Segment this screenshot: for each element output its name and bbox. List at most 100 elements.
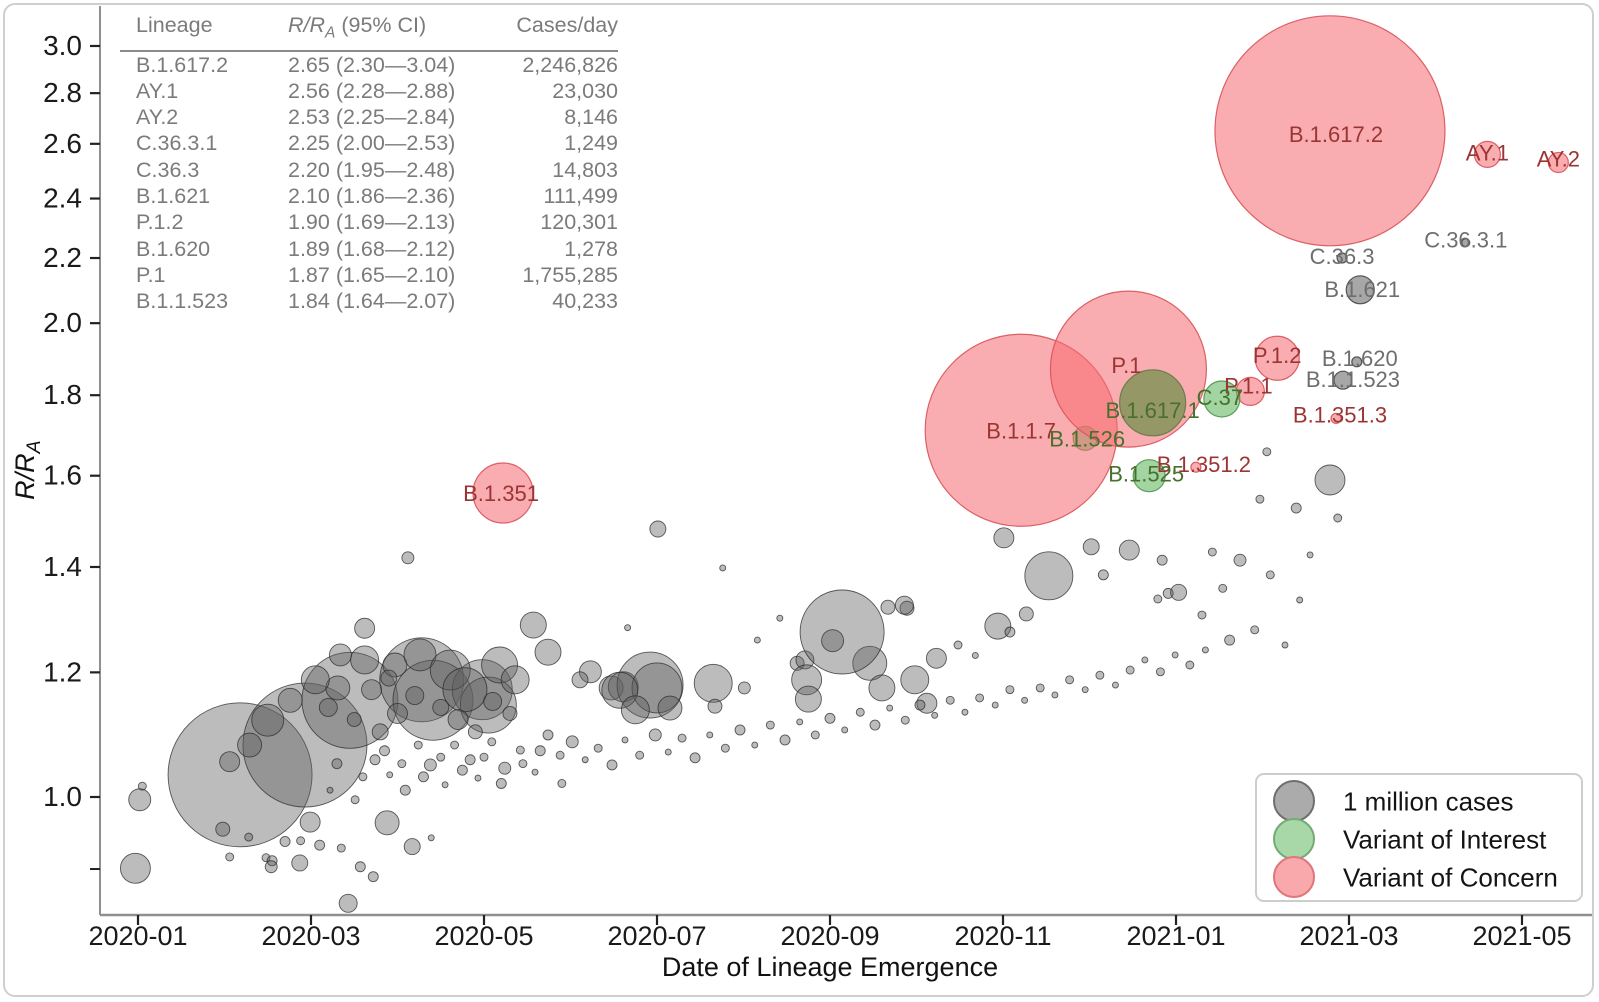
y-axis-title: R/RA [9,440,46,500]
background-bubble [379,745,390,757]
x-tick-label: 2020-09 [780,921,879,951]
background-bubble [657,695,683,721]
table-row: AY.2 2.53 (2.25—2.84) 8,146 [120,104,618,130]
cases-cell: 120,301 [540,210,618,235]
background-bubble [571,671,589,689]
background-bubble [1314,464,1346,496]
background-bubble [601,671,639,709]
background-bubble [557,779,567,788]
variant-bubble-B.1.1.523 [1333,370,1353,390]
variant-label-B.1.617.2: B.1.617.2 [1289,122,1383,147]
background-bubble [251,703,285,737]
table-row: C.36.3 2.20 (1.95—2.48) 14,803 [120,157,618,183]
cases-cell: 111,499 [543,184,618,209]
lineage-cell: AY.1 [136,78,179,103]
background-bubble [432,698,450,716]
background-bubble [1097,569,1109,581]
background-bubble [794,685,822,713]
y-tick-label: 1.6 [43,460,82,491]
background-bubble [880,599,896,615]
background-bubble [869,719,881,731]
background-bubble [1306,551,1314,559]
background-bubble [648,728,662,742]
background-bubble [971,652,979,659]
background-bubble [291,854,309,872]
background-bubble [358,772,368,782]
background-bubble [413,740,423,750]
background-bubble [338,893,358,913]
background-bubble [447,709,469,730]
lineage-cell: B.1.617.2 [136,52,229,77]
background-bubble [519,611,547,639]
background-bubble [1170,583,1188,601]
background-bubble [1155,667,1165,677]
background-bubble [387,703,408,724]
background-bubble [1156,554,1168,566]
background-bubble [498,761,512,775]
background-bubble [1296,596,1304,604]
ci-cell: 2.53 (2.25—2.84) [288,105,456,130]
background-bubble [401,551,415,565]
ci-cell: 2.25 (2.00—2.53) [288,131,456,156]
lineage-cell: P.1.2 [136,210,184,235]
background-bubble [450,740,460,750]
background-bubble [1095,670,1105,680]
legend-label: Variant of Interest [1343,824,1547,854]
variant-label-B.1.1.7: B.1.1.7 [986,418,1056,443]
background-bubble [502,706,518,721]
y-tick-label: 2.8 [43,77,82,108]
table-row: C.36.3.1 2.25 (2.00—2.53) 1,249 [120,130,618,156]
background-bubble [1290,502,1302,514]
background-bubble [991,701,999,709]
background-bubble [367,871,379,883]
background-bubble [1197,610,1207,620]
table-row: B.1.1.523 1.84 (1.64—2.07) 40,233 [120,288,618,314]
table-header-lineage: Lineage [136,13,213,37]
background-bubble [441,781,449,789]
variant-label-P.1.1: P.1.1 [1224,373,1273,398]
background-bubble [1201,646,1209,654]
variant-label-B.1.526: B.1.526 [1049,426,1125,451]
background-bubble [279,836,291,847]
table-row: B.1.617.2 2.65 (2.30—3.04) 2,246,826 [120,52,618,78]
background-bubble [664,748,672,756]
background-bubble [326,786,334,794]
background-bubble [719,564,727,572]
legend: 1 million cases Variant of Interest Vari… [1255,773,1583,902]
background-bubble [796,718,804,726]
background-bubble [331,758,343,770]
background-bubble [237,732,263,758]
variant-label-B.1.351.3: B.1.351.3 [1293,402,1387,427]
background-bubble [975,693,985,703]
variant-label-B.1.351.2: B.1.351.2 [1157,452,1251,477]
y-tick-label: 2.6 [43,128,82,159]
background-bubble [693,663,733,703]
x-tick-label: 2021-01 [1126,921,1225,951]
gray-circle-icon [1273,780,1315,822]
variant-bubble-B.1.525 [1132,459,1166,493]
background-bubble [119,852,151,884]
background-bubble [737,681,751,695]
background-bubble [945,695,955,705]
background-bubble [219,751,241,773]
y-tick-label: 1.2 [43,656,82,687]
background-bubble [515,745,525,755]
ci-cell: 1.89 (1.68—2.12) [288,236,456,261]
ci-cell: 1.87 (1.65—2.10) [288,262,456,287]
background-bubble [1004,626,1016,638]
background-bubble [606,759,618,771]
x-tick-label: 2020-07 [607,921,706,951]
background-bubble [369,754,381,766]
background-bubble [1265,570,1275,580]
background-bubble [296,836,306,846]
variant-bubble-B.1.351.2 [1190,461,1202,473]
background-bubble [456,764,468,776]
cases-cell: 8,146 [564,105,618,130]
y-tick-label: 2.2 [43,242,82,273]
ci-cell: 2.56 (2.28—2.88) [288,78,456,103]
background-bubble [350,795,360,805]
background-bubble [318,697,338,717]
variant-label-B.1.621: B.1.621 [1324,277,1400,302]
background-bubble [225,852,235,862]
